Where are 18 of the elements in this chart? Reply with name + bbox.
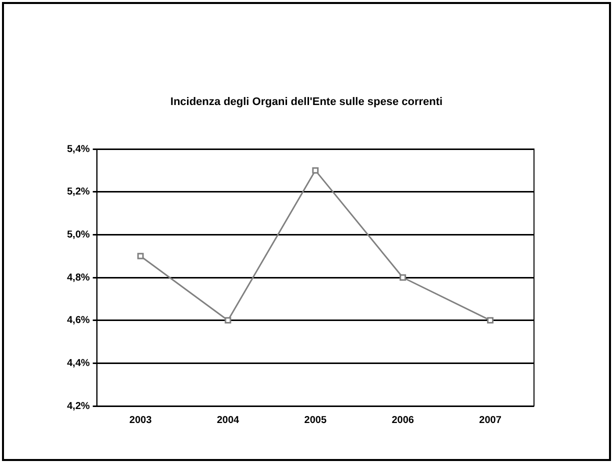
chart-title: Incidenza degli Organi dell'Ente sulle spese correnti — [169, 96, 444, 108]
x-tick-label: 2003 — [129, 414, 152, 426]
point — [400, 274, 406, 281]
point — [224, 317, 232, 324]
x-tick-label: 2005 — [304, 414, 327, 426]
x-tick-label: 2006 — [392, 414, 414, 426]
y-tick-label: 5,0% — [66, 229, 90, 240]
y-tick-label: 5,2% — [66, 186, 90, 198]
y-tick-label: 4,8% — [66, 272, 90, 284]
point — [137, 252, 144, 260]
x-tick-label: 2007 — [479, 414, 502, 426]
y-tick-label: 4,2% — [66, 400, 90, 412]
y-tick-label: 4,4% — [66, 358, 90, 369]
point — [312, 167, 319, 174]
y-tick-label: 4,6% — [66, 315, 90, 326]
point — [487, 317, 494, 324]
y-tick-label: 5,4% — [66, 144, 90, 155]
x-tick-label: 2004 — [216, 414, 240, 426]
